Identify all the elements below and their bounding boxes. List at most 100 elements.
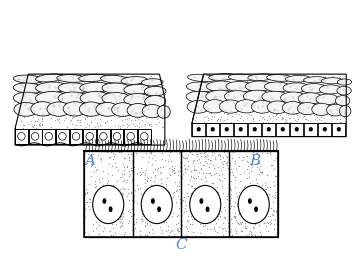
Point <box>205 102 211 107</box>
Point <box>52 118 58 122</box>
Point <box>318 101 324 106</box>
Point <box>43 104 49 109</box>
Point <box>136 125 142 129</box>
Point <box>204 161 210 165</box>
Ellipse shape <box>337 127 341 132</box>
Point <box>216 173 222 177</box>
Point <box>87 197 93 201</box>
Point <box>86 104 92 108</box>
Point <box>201 120 207 124</box>
Bar <box>70 129 83 144</box>
Point <box>83 98 88 102</box>
Point <box>117 217 122 221</box>
Point <box>144 222 150 227</box>
Point <box>249 85 254 90</box>
Point <box>148 150 154 154</box>
Ellipse shape <box>151 198 155 204</box>
Point <box>248 218 253 222</box>
Point <box>109 222 115 226</box>
Point <box>147 94 152 98</box>
Point <box>70 113 75 117</box>
Point <box>255 209 261 214</box>
Point <box>235 93 241 98</box>
Point <box>22 95 28 99</box>
Point <box>121 172 127 176</box>
Point <box>152 187 158 191</box>
Point <box>228 196 233 200</box>
Point <box>241 78 247 83</box>
Point <box>275 83 281 87</box>
Point <box>132 188 138 192</box>
Point <box>33 119 38 124</box>
Point <box>264 220 270 224</box>
Point <box>100 214 105 219</box>
Point <box>256 194 262 198</box>
Point <box>97 123 102 127</box>
Point <box>82 191 88 196</box>
Point <box>60 113 66 117</box>
Point <box>243 154 249 158</box>
Point <box>247 220 253 224</box>
Point <box>177 227 183 231</box>
Point <box>253 92 259 96</box>
Point <box>210 197 215 201</box>
Point <box>85 105 90 109</box>
Point <box>319 113 325 117</box>
Point <box>257 194 262 198</box>
Point <box>175 227 181 231</box>
Point <box>125 90 131 94</box>
Point <box>122 78 128 83</box>
Point <box>88 164 94 168</box>
Point <box>240 203 246 207</box>
Point <box>116 115 122 119</box>
Ellipse shape <box>141 186 172 224</box>
Point <box>188 235 194 239</box>
Point <box>227 187 233 191</box>
Ellipse shape <box>47 102 71 116</box>
Point <box>55 79 61 84</box>
Point <box>218 157 223 161</box>
Point <box>31 98 37 102</box>
Point <box>101 205 106 209</box>
Point <box>224 82 230 86</box>
Point <box>260 212 266 216</box>
Point <box>283 79 289 83</box>
Point <box>34 126 39 130</box>
Point <box>239 75 244 79</box>
Point <box>163 158 168 162</box>
Point <box>258 232 264 237</box>
Point <box>132 87 138 91</box>
Point <box>270 74 275 78</box>
Point <box>223 92 229 96</box>
Point <box>114 210 119 214</box>
Point <box>227 163 233 167</box>
Point <box>67 91 72 95</box>
Ellipse shape <box>13 75 43 83</box>
Point <box>296 98 302 102</box>
Point <box>284 119 290 124</box>
Point <box>108 104 113 108</box>
Point <box>234 220 240 224</box>
Point <box>210 88 216 92</box>
Point <box>90 74 96 78</box>
Point <box>212 229 218 233</box>
Point <box>177 150 183 154</box>
Point <box>207 84 212 88</box>
Point <box>237 179 243 183</box>
Point <box>174 228 180 232</box>
Point <box>228 217 233 221</box>
Point <box>256 160 262 165</box>
Ellipse shape <box>303 77 327 83</box>
Point <box>264 187 269 191</box>
Point <box>245 85 251 89</box>
Point <box>172 166 177 171</box>
Point <box>140 170 146 174</box>
Point <box>85 161 90 165</box>
Point <box>205 87 211 91</box>
Point <box>261 95 266 100</box>
Point <box>197 102 203 106</box>
Point <box>211 227 217 231</box>
Point <box>189 217 195 221</box>
Point <box>188 191 194 195</box>
Point <box>245 164 251 168</box>
